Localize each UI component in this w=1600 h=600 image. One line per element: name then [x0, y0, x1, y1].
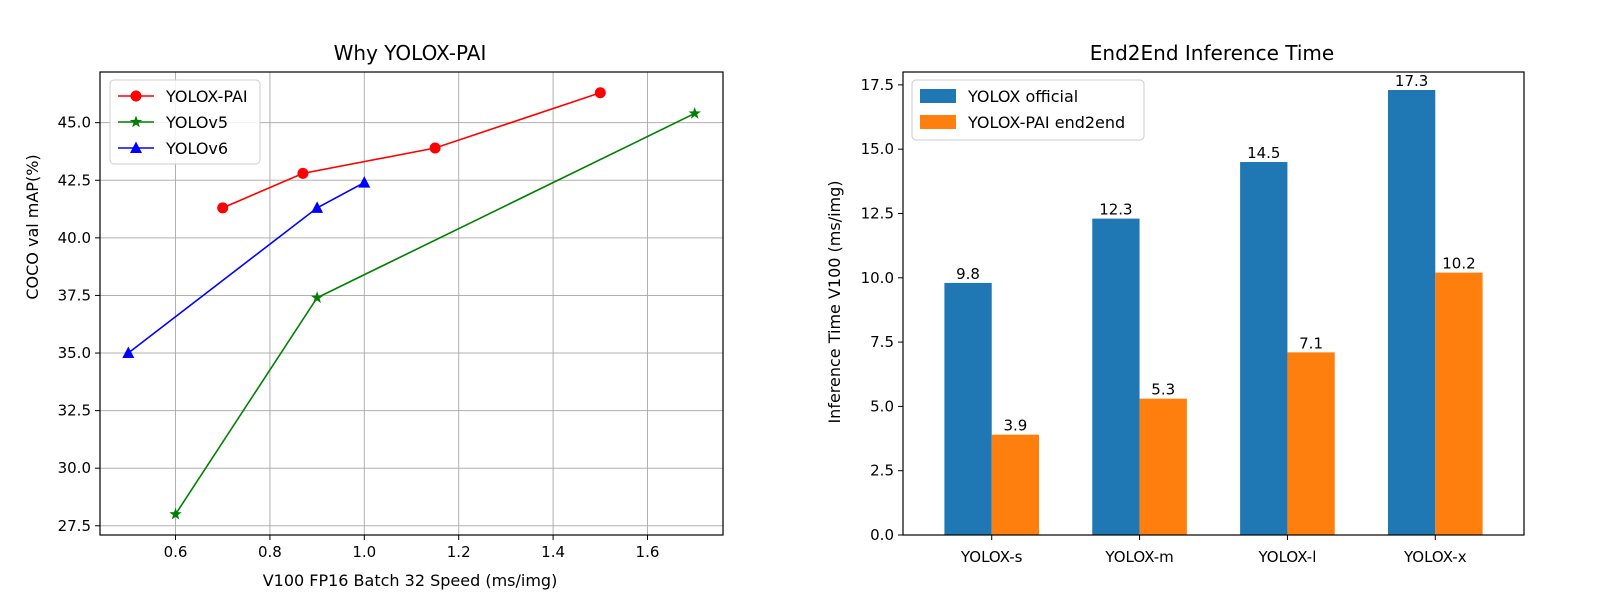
legend-swatch [920, 115, 956, 129]
series-line [127, 181, 365, 354]
y-tick-label: 7.5 [870, 333, 894, 351]
legend-marker [130, 141, 142, 153]
data-point [358, 176, 371, 188]
legend-label: YOLOv5 [165, 113, 228, 132]
y-tick-label: 45.0 [58, 114, 91, 132]
legend-marker [129, 115, 143, 128]
bar [991, 434, 1040, 535]
x-tick-label: YOLOX-l [1257, 548, 1316, 566]
data-point [169, 507, 182, 520]
bar-value-label: 12.3 [1099, 201, 1132, 219]
x-tick-label: 1.4 [541, 543, 565, 561]
x-tick-label: 0.6 [164, 543, 188, 561]
legend-box [109, 79, 261, 165]
bar-value-label: 5.3 [1151, 381, 1175, 399]
y-tick-label: 37.5 [58, 286, 91, 304]
bar [1287, 352, 1335, 535]
legend-item: YOLOv5 [118, 113, 228, 132]
x-tick-label: YOLOX-m [1104, 548, 1173, 566]
legend-label: YOLOX-PAI [165, 87, 248, 106]
y-tick-label: 2.5 [870, 462, 894, 480]
bar-value-label: 3.9 [1003, 417, 1027, 435]
y-tick-label: 15.0 [861, 140, 894, 158]
x-tick-label: 0.8 [258, 543, 282, 561]
x-tick-label: YOLOX-x [1403, 548, 1467, 566]
y-tick-label: 5.0 [870, 397, 894, 415]
data-point [217, 202, 229, 214]
bar [1240, 162, 1288, 535]
legend-label: YOLOv6 [165, 139, 228, 158]
data-point [310, 291, 324, 303]
chart-title: Why YOLOX-PAI [334, 41, 487, 65]
bar-value-label: 10.2 [1442, 255, 1475, 273]
bar [1092, 218, 1140, 535]
y-tick-label: 42.5 [58, 171, 91, 189]
line-chart: Why YOLOX-PAI V100 FP16 Batch 32 Speed (… [23, 41, 724, 590]
legend-swatch [920, 89, 956, 103]
data-point [594, 87, 606, 99]
legend-label: YOLOX official [967, 87, 1078, 106]
legend: YOLOX official YOLOX-PAI end2end [911, 79, 1145, 141]
y-tick-label: 0.0 [870, 526, 894, 544]
data-point [688, 106, 701, 119]
data-point [429, 142, 441, 154]
legend-label: YOLOX-PAI end2end [967, 113, 1125, 132]
series-line [174, 112, 696, 515]
bar [1387, 90, 1436, 535]
x-tick-label: 1.6 [636, 543, 660, 561]
bar [944, 282, 992, 535]
legend-box [911, 79, 1145, 141]
legend: YOLOX-PAI YOLOv5 YOLOv6 [109, 79, 261, 165]
legend-marker [130, 90, 142, 102]
bar-chart: End2End Inference Time Inference Time V1… [825, 41, 1525, 566]
bar-value-label: 14.5 [1247, 144, 1280, 162]
y-tick-label: 12.5 [861, 204, 894, 222]
legend-item: YOLOX-PAI end2end [920, 113, 1125, 132]
plot-frame [99, 71, 724, 536]
x-axis-label: V100 FP16 Batch 32 Speed (ms/img) [263, 571, 558, 590]
series-line [222, 91, 601, 209]
data-point [311, 201, 324, 213]
chart-title: End2End Inference Time [1090, 41, 1334, 65]
data-point [297, 167, 309, 179]
x-tick-label: YOLOX-s [960, 548, 1023, 566]
bar-value-label: 7.1 [1299, 334, 1323, 352]
y-tick-label: 10.0 [861, 269, 894, 287]
data-point [122, 346, 135, 359]
y-tick-label: 40.0 [58, 229, 91, 247]
y-axis-label: COCO val mAP(%) [23, 154, 42, 299]
bar [1435, 272, 1483, 535]
legend-item: YOLOX-PAI [118, 87, 248, 106]
y-tick-label: 30.0 [58, 459, 91, 477]
legend-item: YOLOv6 [118, 139, 228, 158]
x-tick-label: 1.2 [447, 543, 471, 561]
y-tick-label: 32.5 [58, 402, 91, 420]
bar [1139, 398, 1187, 535]
x-tick-label: 1.0 [352, 543, 376, 561]
bar-value-label: 9.8 [956, 265, 980, 283]
y-axis-label: Inference Time V100 (ms/img) [825, 180, 844, 423]
y-tick-label: 17.5 [861, 76, 894, 94]
y-tick-label: 35.0 [58, 344, 91, 362]
y-tick-label: 27.5 [58, 517, 91, 535]
bar-value-label: 17.3 [1395, 72, 1428, 90]
legend-item: YOLOX official [920, 87, 1078, 106]
plot-frame [902, 71, 1525, 536]
